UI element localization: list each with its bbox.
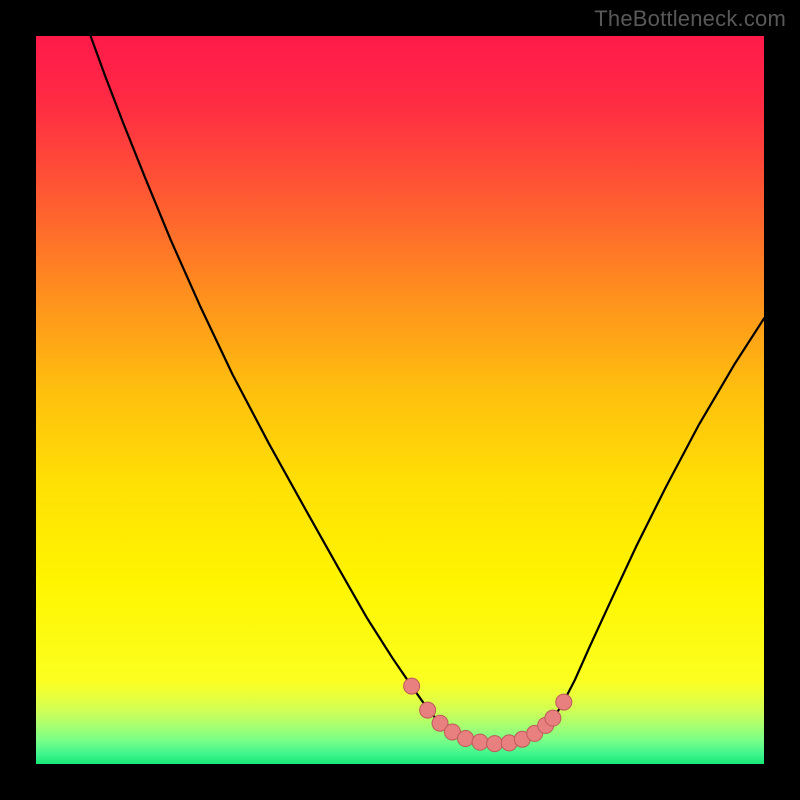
watermark-text: TheBottleneck.com (594, 6, 786, 32)
bottleneck-curve (91, 36, 764, 744)
plot-frame (36, 36, 764, 764)
stage: TheBottleneck.com (0, 0, 800, 800)
curve-layer (36, 36, 764, 764)
